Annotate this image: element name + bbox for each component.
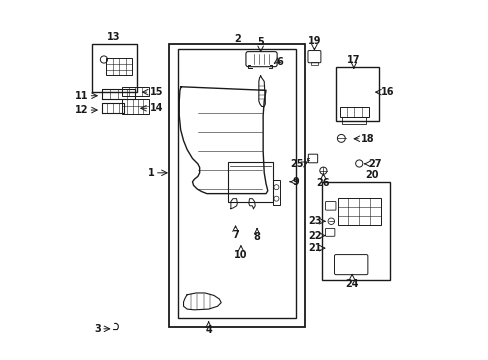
Text: 11: 11: [75, 91, 88, 101]
Text: 17: 17: [346, 55, 360, 65]
Text: 20: 20: [365, 170, 378, 180]
Text: 7: 7: [232, 230, 239, 240]
Text: 15: 15: [149, 87, 163, 97]
Text: 13: 13: [107, 32, 120, 42]
Text: 19: 19: [307, 36, 321, 45]
Bar: [122, 87, 148, 96]
Text: 1: 1: [148, 168, 155, 178]
Text: 14: 14: [149, 103, 163, 113]
Text: 8: 8: [253, 232, 260, 242]
Text: 18: 18: [360, 134, 374, 144]
Text: 27: 27: [367, 159, 381, 169]
Text: 24: 24: [345, 279, 358, 289]
Text: 22: 22: [307, 231, 321, 240]
Bar: [228, 162, 273, 202]
Bar: [273, 180, 279, 205]
Bar: [92, 44, 137, 92]
Bar: [321, 182, 389, 280]
Text: 21: 21: [307, 243, 321, 253]
Bar: [178, 49, 296, 318]
Bar: [122, 99, 148, 114]
Text: 12: 12: [75, 105, 88, 115]
Bar: [310, 62, 317, 65]
Text: 9: 9: [292, 177, 299, 187]
Text: 16: 16: [380, 87, 393, 97]
Text: 3: 3: [94, 324, 101, 334]
Text: 2: 2: [233, 34, 240, 44]
Text: 10: 10: [234, 250, 247, 260]
Bar: [106, 58, 132, 75]
Bar: [335, 67, 378, 121]
Bar: [337, 198, 380, 225]
Text: 26: 26: [316, 178, 329, 188]
Text: 6: 6: [276, 57, 283, 67]
Bar: [169, 44, 305, 327]
Text: 4: 4: [205, 325, 212, 335]
Bar: [342, 117, 365, 124]
Bar: [339, 107, 368, 117]
Text: 25: 25: [289, 159, 303, 169]
Text: 5: 5: [257, 37, 264, 47]
Text: 23: 23: [307, 216, 321, 226]
